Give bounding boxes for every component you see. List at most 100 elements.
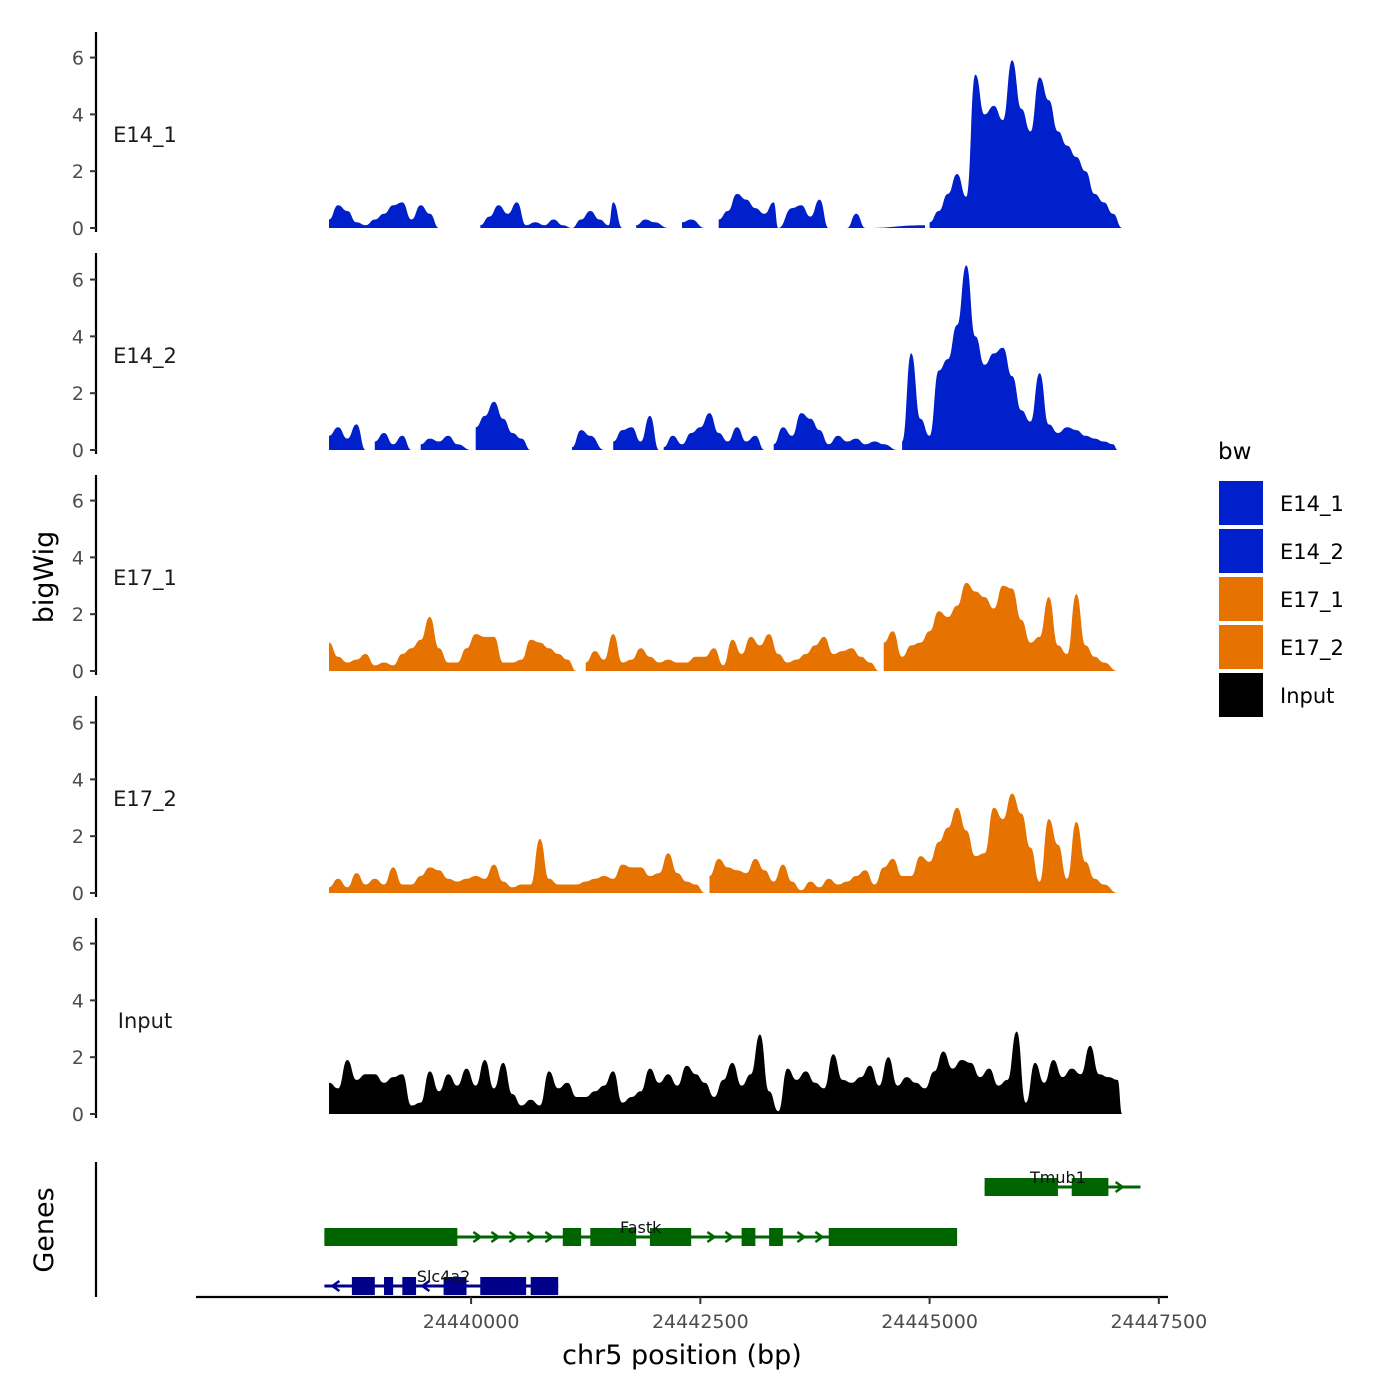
legend-label-e14-2: E14_2 bbox=[1280, 540, 1344, 565]
area-e14-2-segment-2 bbox=[420, 435, 472, 450]
strand-arrow bbox=[544, 1230, 555, 1244]
area-e17-1-segment-0 bbox=[329, 617, 577, 671]
area-e14-2-segment-5 bbox=[613, 415, 660, 450]
x-axis-title: chr5 position (bp) bbox=[562, 1340, 802, 1371]
exon-fastk-0 bbox=[324, 1228, 458, 1246]
area-e14-2-segment-0 bbox=[329, 424, 366, 450]
area-e17-1-segment-1 bbox=[585, 634, 880, 671]
area-e17-2-segment-0 bbox=[329, 839, 705, 893]
y-tick-label: 0 bbox=[72, 661, 84, 683]
legend-label-e14-1: E14_1 bbox=[1280, 492, 1344, 517]
exon-slc4a2-1 bbox=[383, 1277, 394, 1295]
y-tick-label: 2 bbox=[72, 383, 84, 405]
y-tick-label: 4 bbox=[72, 326, 84, 348]
y-tick-label: 0 bbox=[72, 883, 84, 905]
signal-tracks: 0 2 4 6 E14_1 0 2 4 6 E14_2 0 2 4 6 E17_1 0 2 4 6 E17_2 0 2 4 6… bbox=[72, 32, 1123, 1126]
track-label-e17-2: E17_2 bbox=[113, 787, 177, 812]
gene-fastk: Fastk bbox=[324, 1218, 958, 1246]
y-tick-label: 4 bbox=[72, 104, 84, 126]
y-tick-label: 0 bbox=[72, 218, 84, 240]
y-axis-title: bigWig bbox=[29, 531, 60, 624]
area-e14-1-segment-5 bbox=[929, 60, 1123, 229]
area-e14-1-segment-4 bbox=[718, 193, 925, 228]
area-e14-2-segment-6 bbox=[663, 413, 765, 450]
genes-axis-title: Genes bbox=[29, 1187, 60, 1272]
strand-arrow bbox=[706, 1230, 717, 1244]
y-tick-label: 0 bbox=[72, 440, 84, 462]
legend-label-e17-1: E17_1 bbox=[1280, 588, 1344, 613]
y-tick-label: 0 bbox=[72, 1104, 84, 1126]
exon-tmub1-0 bbox=[984, 1178, 1058, 1196]
exon-slc4a2-4 bbox=[480, 1277, 527, 1295]
y-tick-label: 2 bbox=[72, 161, 84, 183]
legend-label-input: Input bbox=[1280, 684, 1334, 708]
exon-slc4a2-2 bbox=[402, 1277, 417, 1295]
gene-label-slc4a2: Slc4a2 bbox=[417, 1267, 471, 1286]
exon-fastk-6 bbox=[828, 1228, 958, 1246]
y-tick-label: 6 bbox=[72, 48, 84, 70]
y-tick-label: 6 bbox=[72, 934, 84, 956]
area-e14-1-segment-3 bbox=[682, 219, 705, 228]
area-e14-2-segment-1 bbox=[374, 433, 412, 450]
strand-arrow bbox=[526, 1230, 537, 1244]
exon-fastk-4 bbox=[741, 1228, 756, 1246]
y-tick-label: 2 bbox=[72, 826, 84, 848]
track-label-e17-1: E17_1 bbox=[113, 566, 177, 591]
strand-arrow bbox=[472, 1230, 483, 1244]
gene-slc4a2: Slc4a2 bbox=[324, 1267, 559, 1295]
x-tick-label: 24447500 bbox=[1110, 1311, 1207, 1333]
track-e17-2: 0 2 4 6 E17_2 bbox=[72, 696, 1118, 905]
area-e14-2-segment-8 bbox=[902, 265, 1118, 450]
exon-fastk-5 bbox=[769, 1228, 783, 1246]
area-e14-2-segment-3 bbox=[475, 401, 545, 450]
strand-arrow bbox=[1114, 1180, 1125, 1194]
exon-tmub1-1 bbox=[1071, 1178, 1109, 1196]
track-e14-1: 0 2 4 6 E14_1 bbox=[72, 32, 1123, 240]
strand-arrow bbox=[420, 1279, 431, 1293]
area-e17-1-segment-2 bbox=[883, 582, 1118, 671]
y-tick-label: 6 bbox=[72, 491, 84, 513]
legend-swatch-e14-2 bbox=[1219, 529, 1263, 573]
area-e14-1-segment-0 bbox=[329, 202, 439, 228]
legend-swatch-e14-1 bbox=[1219, 481, 1263, 525]
strand-arrow bbox=[330, 1279, 341, 1293]
y-tick-label: 2 bbox=[72, 604, 84, 626]
strand-arrow bbox=[724, 1230, 735, 1244]
track-input: 0 2 4 6 Input bbox=[72, 918, 1123, 1126]
y-tick-label: 2 bbox=[72, 1047, 84, 1069]
legend: bw E14_1 E14_2 E17_1 E17_2 Input bbox=[1218, 439, 1344, 717]
gene-track: Tmub1 Fastk Slc4a2 bbox=[94, 1162, 1141, 1297]
area-e14-2-segment-4 bbox=[572, 430, 605, 450]
strand-arrow bbox=[490, 1230, 501, 1244]
track-label-e14-2: E14_2 bbox=[113, 344, 177, 369]
area-input-segment-0 bbox=[329, 1031, 1123, 1114]
x-tick-label: 24445000 bbox=[881, 1311, 978, 1333]
legend-swatch-input bbox=[1219, 673, 1263, 717]
area-e17-2-segment-1 bbox=[709, 793, 1118, 893]
area-e14-1-segment-1 bbox=[480, 202, 623, 228]
track-label-input: Input bbox=[118, 1009, 172, 1033]
legend-title: bw bbox=[1218, 439, 1251, 465]
x-tick-label: 24442500 bbox=[652, 1311, 749, 1333]
exon-fastk-2 bbox=[590, 1228, 637, 1246]
x-tick-label: 24440000 bbox=[423, 1311, 520, 1333]
y-tick-label: 6 bbox=[72, 270, 84, 292]
strand-arrow bbox=[796, 1230, 807, 1244]
track-e14-2: 0 2 4 6 E14_2 bbox=[72, 253, 1118, 462]
exon-slc4a2-0 bbox=[351, 1277, 375, 1295]
strand-arrow bbox=[508, 1230, 519, 1244]
gene-tmub1: Tmub1 bbox=[984, 1168, 1141, 1196]
track-label-e14-1: E14_1 bbox=[113, 123, 177, 148]
y-tick-label: 4 bbox=[72, 547, 84, 569]
y-tick-label: 6 bbox=[72, 713, 84, 735]
exon-fastk-3 bbox=[649, 1228, 692, 1246]
legend-swatch-e17-2 bbox=[1219, 625, 1263, 669]
area-e14-2-segment-7 bbox=[773, 413, 898, 450]
exon-slc4a2-3 bbox=[443, 1277, 467, 1295]
exon-slc4a2-5 bbox=[530, 1277, 559, 1295]
legend-swatch-e17-1 bbox=[1219, 577, 1263, 621]
gene-label-fastk: Fastk bbox=[620, 1218, 662, 1237]
y-tick-label: 4 bbox=[72, 769, 84, 791]
area-e14-1-segment-2 bbox=[636, 219, 669, 228]
